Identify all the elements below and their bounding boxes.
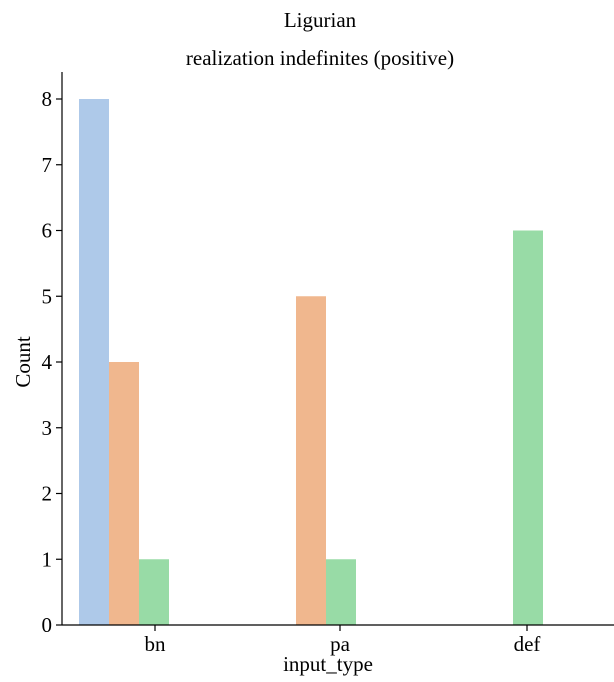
bar-def-series-3 <box>513 230 543 625</box>
x-axis-label: input_type <box>283 652 373 676</box>
bar-bn-series-1 <box>79 99 109 625</box>
y-tick-label: 5 <box>42 284 53 308</box>
y-axis-label: Count <box>11 336 35 388</box>
x-tick-label-def: def <box>514 632 541 656</box>
x-axis-ticks: bn pa def <box>145 625 541 656</box>
chart-title-line-1: Ligurian <box>284 8 357 32</box>
x-tick-label-bn: bn <box>145 632 167 656</box>
y-tick-label: 4 <box>42 350 53 374</box>
bar-pa-series-2 <box>296 296 326 625</box>
chart-title-line-2: realization indefinites (positive) <box>186 46 454 70</box>
y-tick-label: 1 <box>42 547 53 571</box>
y-tick-label: 3 <box>42 416 53 440</box>
y-tick-label: 0 <box>42 613 53 637</box>
bar-bn-series-2 <box>109 362 139 625</box>
x-tick-label-pa: pa <box>330 632 351 656</box>
y-axis-ticks: 0 1 2 3 4 5 6 7 8 <box>42 87 62 637</box>
bar-pa-series-3 <box>326 559 356 625</box>
y-tick-label: 6 <box>42 219 53 243</box>
y-tick-label: 2 <box>42 482 53 506</box>
bar-bn-series-3 <box>139 559 169 625</box>
y-tick-label: 7 <box>42 153 53 177</box>
y-tick-label: 8 <box>42 87 53 111</box>
bars-group <box>79 99 543 625</box>
